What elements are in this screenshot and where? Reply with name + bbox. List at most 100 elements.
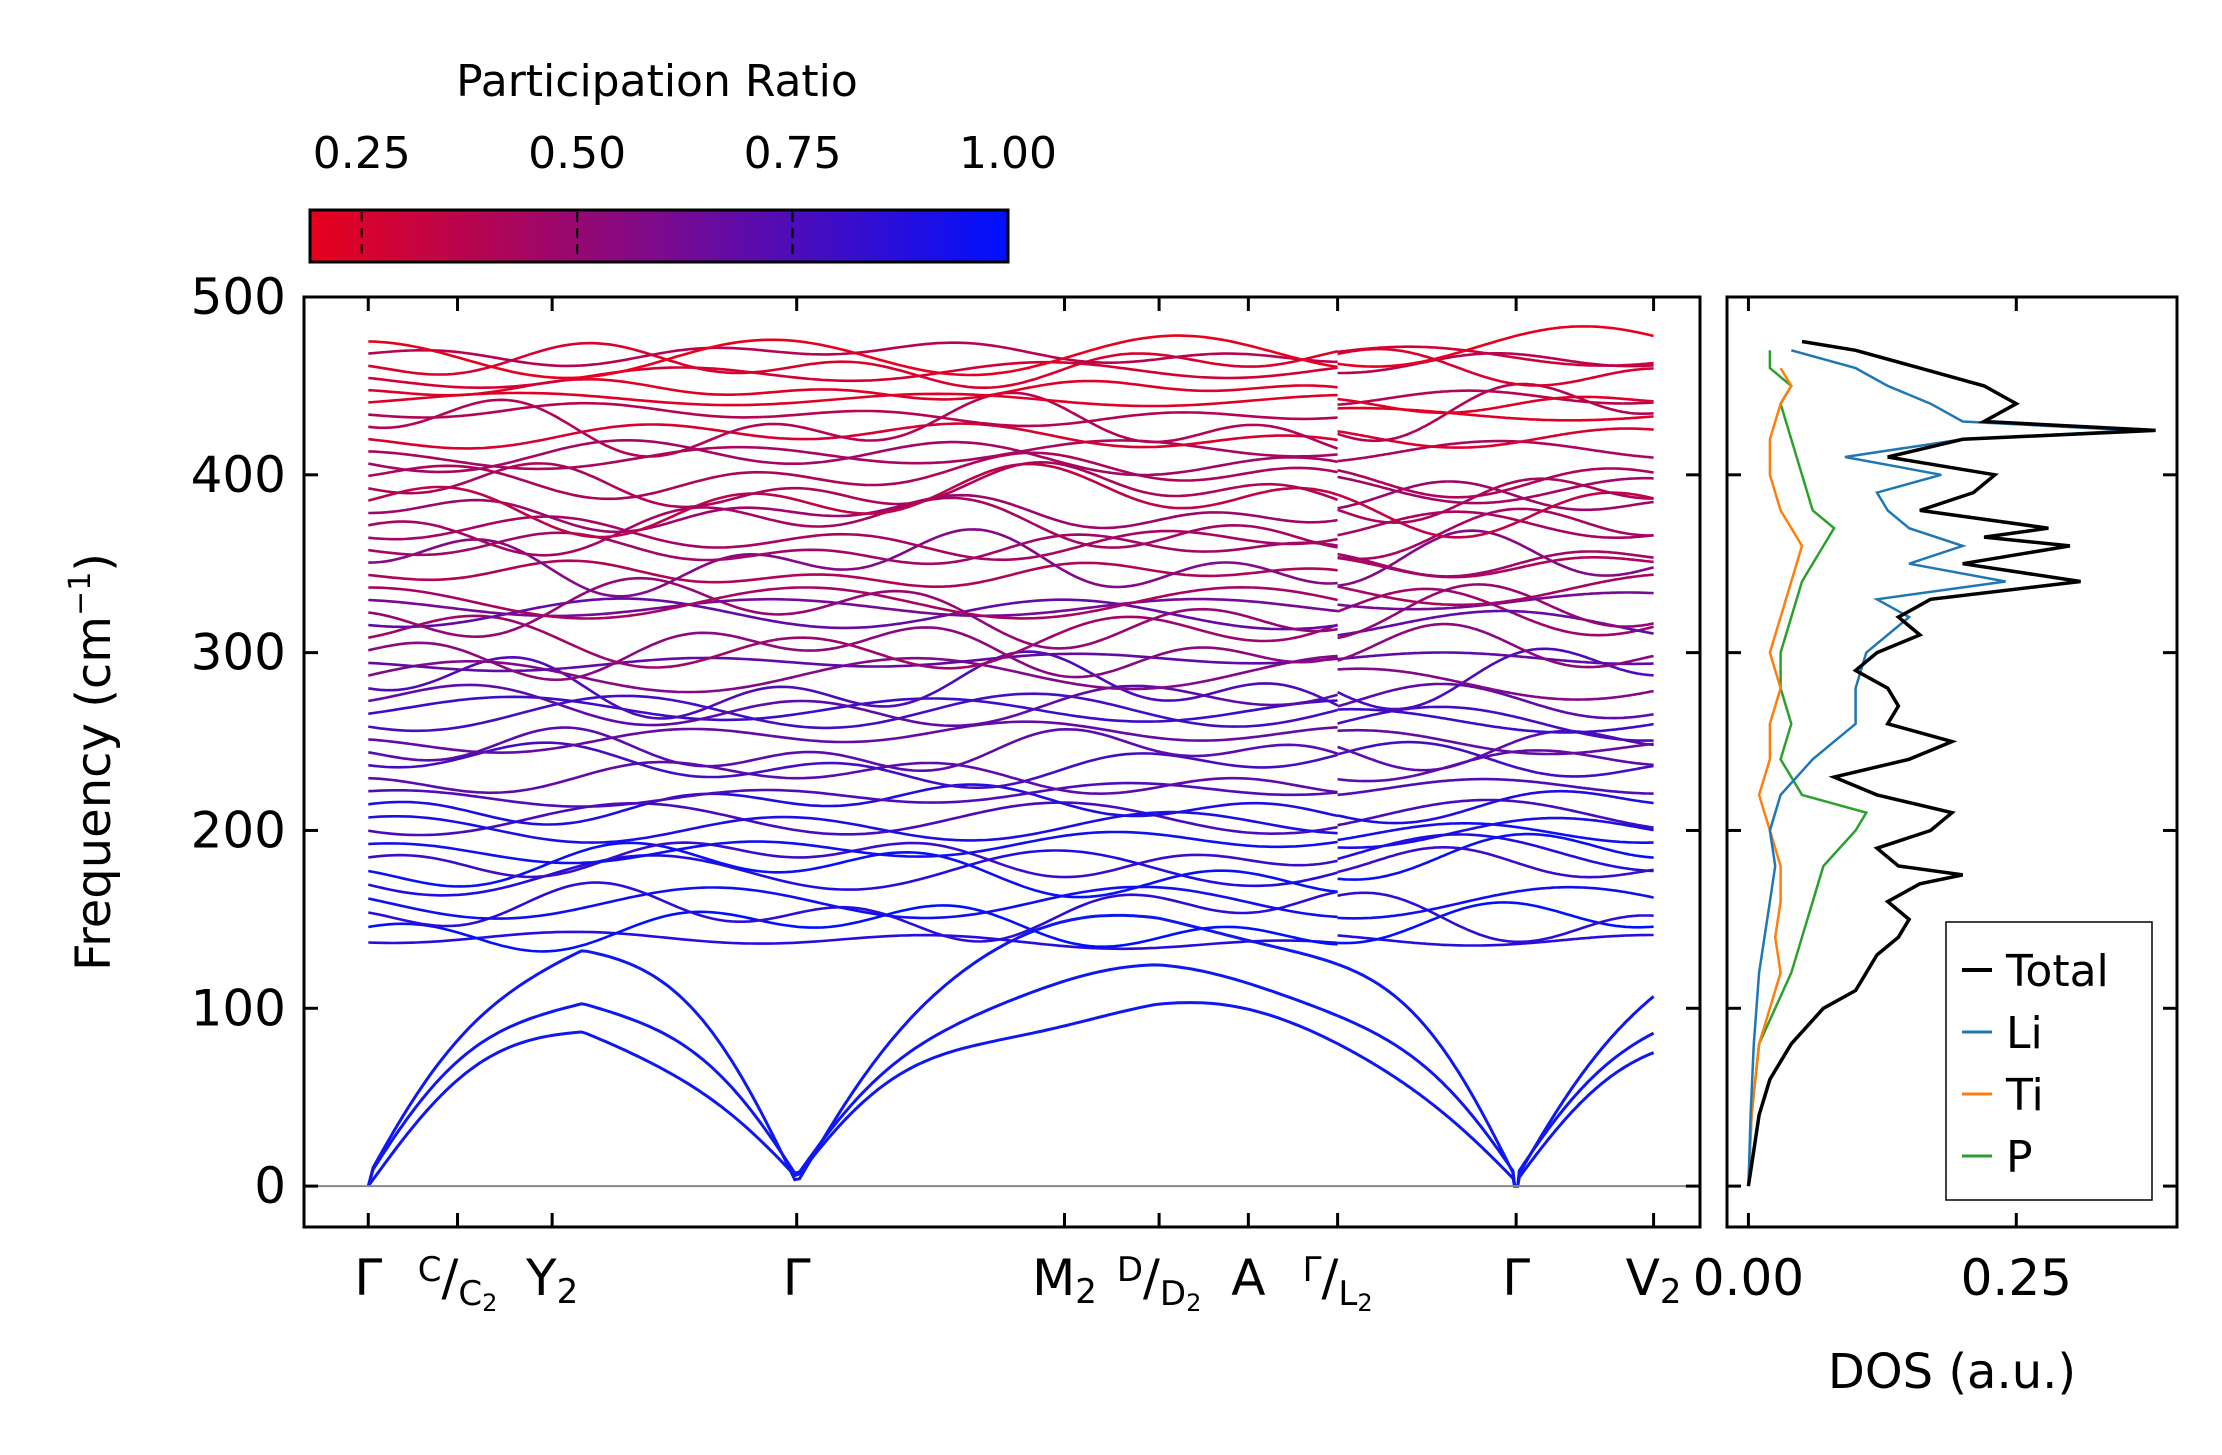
dos-axes-frame	[1725, 295, 2179, 1229]
dos-x-axis-label: DOS (a.u.)	[1828, 1344, 2076, 1400]
kpoint-label-sub: 2	[557, 1272, 579, 1312]
optical-band	[1337, 647, 1654, 711]
y-tick-label: 100	[191, 979, 286, 1037]
optical-band	[1337, 682, 1654, 720]
optical-band	[368, 439, 1338, 477]
optical-band	[1337, 352, 1654, 375]
colorbar-tick-label: 1.00	[959, 128, 1057, 179]
optical-band	[368, 652, 1338, 673]
optical-band	[1337, 347, 1654, 387]
optical-band	[368, 841, 1338, 899]
optical-band	[368, 391, 1339, 458]
kpoint-label-slash: /	[1143, 1249, 1160, 1307]
kpoint-label: V2	[1626, 1249, 1682, 1312]
optical-band	[368, 559, 1338, 588]
optical-band	[368, 760, 1338, 796]
y-tick-label: 400	[191, 446, 286, 504]
optical-band	[368, 597, 1338, 618]
optical-band	[368, 885, 1338, 920]
kpoint-label-top: C	[418, 1250, 442, 1290]
kpoint-label-main: Y	[525, 1249, 557, 1307]
optical-band	[368, 626, 1338, 682]
optical-band	[1337, 816, 1654, 849]
kpoint-label: C/C2	[418, 1249, 498, 1317]
kpoint-label-slash: /	[441, 1249, 458, 1307]
optical-band	[368, 654, 1338, 694]
optical-band	[368, 493, 1338, 534]
optical-band	[1337, 885, 1654, 920]
dos-x-tick-label: 0.00	[1693, 1249, 1804, 1307]
optical-band	[1337, 822, 1654, 844]
optical-band	[368, 904, 1338, 953]
optical-band	[1337, 891, 1654, 944]
kpoint-label-top: Γ	[1303, 1250, 1322, 1290]
optical-band	[1337, 389, 1654, 406]
optical-band	[368, 720, 1338, 755]
optical-band	[368, 451, 1338, 501]
optical-band	[1337, 480, 1654, 512]
kpoint-label: Γ	[783, 1249, 811, 1307]
acoustic-branch	[1336, 1042, 1655, 1188]
optical-band	[1337, 325, 1654, 368]
optical-band	[368, 528, 1338, 598]
kpoint-label: Γ/L2	[1303, 1249, 1373, 1317]
optical-band	[1337, 707, 1654, 734]
optical-band	[1337, 573, 1654, 607]
optical-band	[1337, 439, 1654, 463]
optical-band	[1337, 467, 1654, 499]
colorbar-gradient	[308, 208, 1010, 264]
dos-axis: 0.00 0.25	[1693, 297, 2072, 1307]
kpoint-label-top: D	[1117, 1250, 1143, 1290]
dos-curve-ti	[1747, 367, 1804, 1187]
kpoint-label-sub2: 2	[1186, 1289, 1201, 1317]
optical-band	[1337, 550, 1654, 578]
optical-band	[1337, 728, 1654, 756]
y-axis-label-close: )	[66, 553, 122, 572]
optical-band	[368, 377, 1338, 401]
kpoint-label-sub: 2	[1660, 1272, 1682, 1312]
kpoint-label-main: V	[1626, 1249, 1660, 1307]
y-axis-label-main: Frequency (cm	[66, 616, 122, 971]
colorbar-ticks: 0.25 0.50 0.75 1.00	[313, 128, 1057, 260]
colorbar-tick-label: 0.25	[313, 128, 411, 179]
optical-band	[368, 576, 1338, 650]
optical-band	[368, 801, 1338, 837]
kpoint-label: Γ	[1502, 1249, 1530, 1307]
dos-curve-total	[1746, 339, 2156, 1187]
optical-band	[1337, 667, 1654, 701]
colorbar-label: Participation Ratio	[456, 56, 858, 107]
optical-band	[1337, 475, 1654, 505]
phonon-bands	[366, 325, 1655, 1188]
kpoint-label-sub: D	[1160, 1274, 1186, 1314]
optical-band	[368, 726, 1338, 772]
optical-band	[368, 597, 1338, 631]
dos-curve-p	[1747, 350, 1869, 1187]
optical-band	[368, 360, 1338, 389]
dos-curves	[1746, 339, 2156, 1187]
acoustic-branch	[1337, 1014, 1655, 1188]
optical-band	[1337, 622, 1654, 669]
optical-band	[368, 401, 1338, 428]
colorbar: Participation Ratio 0.25 0.50 0.75 1.00	[308, 56, 1057, 264]
optical-band	[1337, 789, 1654, 825]
optical-band	[1337, 406, 1654, 422]
kpoint-label: M2	[1032, 1249, 1097, 1312]
optical-band	[368, 614, 1339, 670]
legend-label-li: Li	[2006, 1008, 2043, 1059]
y-axis-label-sup: −1	[63, 572, 98, 616]
kpoint-label: A	[1231, 1249, 1265, 1307]
optical-band	[1337, 491, 1654, 539]
y-tick-label: 500	[191, 268, 286, 326]
optical-band	[368, 683, 1338, 727]
y-axis-label: Frequency (cm−1)	[63, 553, 122, 971]
kpoint-label-sub: C	[458, 1274, 482, 1314]
kpoint-label-sub2: 2	[1357, 1289, 1372, 1317]
optical-band	[1337, 395, 1654, 415]
optical-band	[1337, 587, 1654, 637]
optical-band	[1337, 740, 1654, 778]
optical-band	[367, 462, 1338, 539]
y-tick-label: 0	[254, 1157, 286, 1215]
band-axes-frame	[302, 295, 1702, 1229]
